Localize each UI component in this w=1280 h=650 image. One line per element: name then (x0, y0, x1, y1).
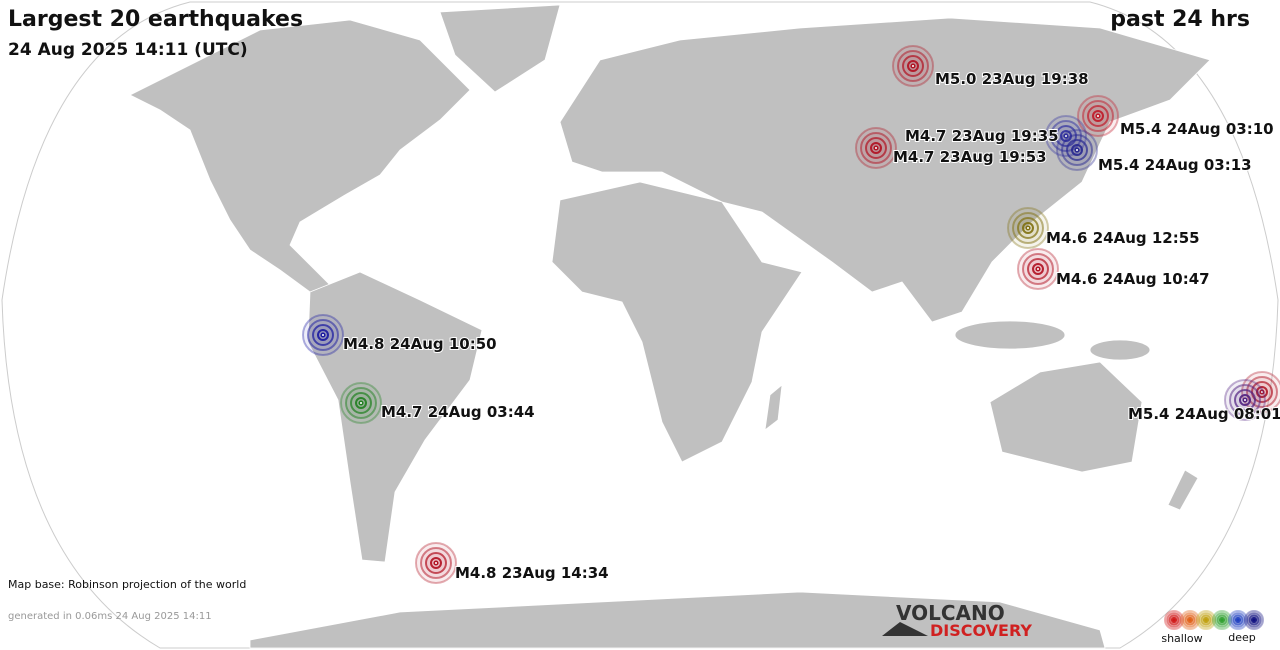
quake-label: M4.7 23Aug 19:53 (893, 148, 1047, 166)
africa (551, 181, 803, 463)
quake-label: M4.7 23Aug 19:35 (905, 127, 1059, 145)
marker-core (910, 63, 916, 69)
quake-marker (1224, 379, 1266, 421)
greenland (439, 4, 561, 93)
marker-core (1236, 618, 1240, 622)
quake-marker (855, 127, 897, 169)
marker-core (873, 145, 879, 151)
continents (129, 4, 1211, 649)
quake-label: M5.4 24Aug 08:01 (1128, 405, 1280, 423)
quake-label: M5.4 24Aug 03:13 (1098, 156, 1252, 174)
marker-core (1188, 618, 1192, 622)
quake-marker (1056, 129, 1098, 171)
quake-marker (1077, 95, 1119, 137)
marker-core (1220, 618, 1224, 622)
quake-label: M4.7 24Aug 03:44 (381, 403, 535, 421)
period: past 24 hrs (1110, 7, 1250, 32)
map-base-note: Map base: Robinson projection of the wor… (8, 578, 246, 591)
marker-core (1063, 133, 1069, 139)
logo-line2: DISCOVERY (930, 621, 1032, 640)
quake-label: M4.8 23Aug 14:34 (455, 564, 609, 582)
north-america (129, 19, 471, 293)
legend-shallow: shallow (1161, 632, 1202, 645)
marker-core (1035, 266, 1041, 272)
generated-note: generated in 0.06ms 24 Aug 2025 14:11 (8, 611, 212, 622)
quake-marker (1244, 610, 1264, 630)
marker-core (1242, 397, 1248, 403)
marker-core (433, 560, 439, 566)
marker-core (1252, 618, 1256, 622)
marker-core (1204, 618, 1208, 622)
marker-core (1074, 147, 1080, 153)
title: Largest 20 earthquakes (8, 7, 303, 32)
marker-core (320, 332, 326, 338)
new-guinea (1089, 339, 1151, 361)
madagascar (764, 384, 783, 431)
marker-core (1259, 389, 1265, 395)
south-america (307, 271, 483, 563)
marker-core (1172, 618, 1176, 622)
logo-line1: VOLCANO (896, 601, 1005, 625)
quake-marker (892, 45, 934, 87)
marker-core (358, 400, 364, 406)
indonesia (954, 320, 1066, 350)
australia (989, 361, 1143, 473)
quake-label: M4.8 24Aug 10:50 (343, 335, 497, 353)
marker-core (1095, 113, 1101, 119)
quake-label: M5.0 23Aug 19:38 (935, 70, 1089, 88)
quake-marker (1017, 248, 1059, 290)
legend-deep: deep (1228, 631, 1256, 644)
marker-core (1025, 225, 1031, 231)
quake-marker (340, 382, 382, 424)
subtitle: 24 Aug 2025 14:11 (UTC) (8, 40, 248, 60)
quake-label: M5.4 24Aug 03:10 (1120, 120, 1274, 138)
logo-icon (882, 622, 928, 636)
quake-label: M4.6 24Aug 10:47 (1056, 270, 1210, 288)
quake-marker (302, 314, 344, 356)
quake-marker (1007, 207, 1049, 249)
new-zealand (1167, 469, 1199, 511)
quake-label: M4.6 24Aug 12:55 (1046, 229, 1200, 247)
quake-marker (415, 542, 457, 584)
quake-marker (1212, 610, 1232, 630)
eurasia (559, 17, 1211, 323)
